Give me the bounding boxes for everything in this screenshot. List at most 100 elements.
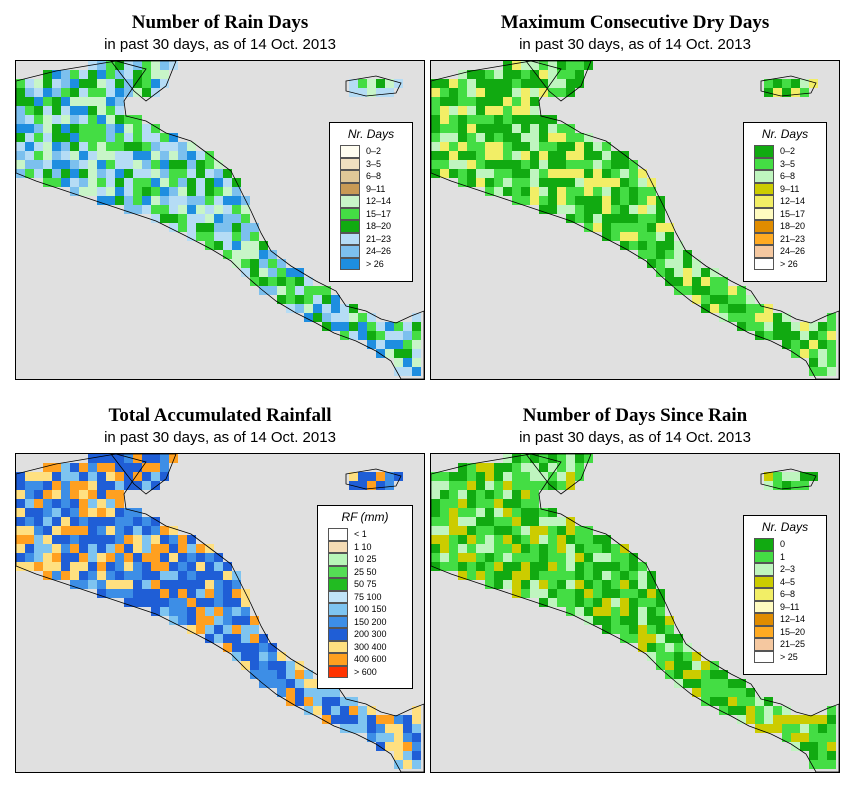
map-cell <box>485 169 494 178</box>
map-cell <box>647 607 656 616</box>
map-cell <box>467 472 476 481</box>
map-cell <box>277 688 286 697</box>
map-cell <box>43 133 52 142</box>
map-cell <box>133 562 142 571</box>
map-cell <box>160 463 169 472</box>
map-cell <box>512 97 521 106</box>
map-cell <box>476 97 485 106</box>
map-cell <box>485 79 494 88</box>
map-cell <box>412 760 421 769</box>
map-cell <box>97 88 106 97</box>
map-cell <box>142 526 151 535</box>
map-cell <box>818 715 827 724</box>
map-cell <box>728 706 737 715</box>
map-cell <box>385 715 394 724</box>
map-cell <box>512 88 521 97</box>
map-cell <box>115 580 124 589</box>
map-cell <box>79 97 88 106</box>
legend-row: 400 600 <box>328 653 412 666</box>
map-cell <box>169 142 178 151</box>
map-cell <box>755 331 764 340</box>
map-cell <box>223 232 232 241</box>
map-cell <box>34 106 43 115</box>
map-cell <box>403 367 412 376</box>
legend-label: 3–5 <box>780 158 796 169</box>
map-cell <box>97 79 106 88</box>
map-cell <box>34 115 43 124</box>
map-cell <box>124 544 133 553</box>
map-cell <box>61 481 70 490</box>
map-cell <box>142 517 151 526</box>
map-cell <box>530 508 539 517</box>
map-cell <box>151 562 160 571</box>
map-cell <box>701 670 710 679</box>
map-cell <box>737 286 746 295</box>
map-cell <box>97 133 106 142</box>
map-cell <box>277 670 286 679</box>
legend-label: 9–11 <box>780 601 800 612</box>
map-cell <box>476 178 485 187</box>
map-cell <box>791 349 800 358</box>
map-cell <box>52 88 61 97</box>
map-cell <box>286 286 295 295</box>
map-cell <box>295 679 304 688</box>
map-cell <box>620 214 629 223</box>
map-cell <box>485 187 494 196</box>
map-cell <box>106 481 115 490</box>
map-cell <box>620 223 629 232</box>
map-cell <box>142 196 151 205</box>
map-cell <box>160 187 169 196</box>
map-cell <box>160 580 169 589</box>
map-cell <box>440 544 449 553</box>
map-cell <box>178 187 187 196</box>
map-cell <box>70 517 79 526</box>
map-cell <box>494 124 503 133</box>
map-cell <box>575 142 584 151</box>
map-cell <box>106 142 115 151</box>
map-cell <box>656 232 665 241</box>
map-cell <box>250 277 259 286</box>
map-cell <box>241 661 250 670</box>
map-cell <box>557 142 566 151</box>
map-cell <box>124 571 133 580</box>
map-cell <box>88 79 97 88</box>
map-cell <box>548 79 557 88</box>
legend-swatch <box>754 182 774 195</box>
map-cell <box>710 688 719 697</box>
map-cell <box>602 553 611 562</box>
map-cell <box>791 742 800 751</box>
map-cell <box>719 670 728 679</box>
map-cell <box>232 652 241 661</box>
map-cell <box>557 535 566 544</box>
map-cell <box>286 661 295 670</box>
legend-swatch <box>328 603 348 616</box>
map-cell <box>539 70 548 79</box>
map-cell <box>548 160 557 169</box>
map-cell <box>106 178 115 187</box>
map-cell <box>602 160 611 169</box>
map-cell <box>557 463 566 472</box>
map-cell <box>412 724 421 733</box>
map-cell <box>133 454 142 463</box>
map-cell <box>16 79 25 88</box>
map-cell <box>512 481 521 490</box>
map-cell <box>286 277 295 286</box>
map-cell <box>530 589 539 598</box>
map-cell <box>16 481 25 490</box>
map-cell <box>458 106 467 115</box>
map-cell <box>259 652 268 661</box>
map-cell <box>43 142 52 151</box>
map-cell <box>431 151 440 160</box>
map-cell <box>566 562 575 571</box>
map-cell <box>710 661 719 670</box>
map-cell <box>376 88 385 97</box>
map-cell <box>16 133 25 142</box>
map-cell <box>376 742 385 751</box>
map-cell <box>467 526 476 535</box>
map-cell <box>169 580 178 589</box>
legend-label: 150 200 <box>354 616 387 627</box>
map-cell <box>142 88 151 97</box>
map-cell <box>530 142 539 151</box>
map-cell <box>539 553 548 562</box>
